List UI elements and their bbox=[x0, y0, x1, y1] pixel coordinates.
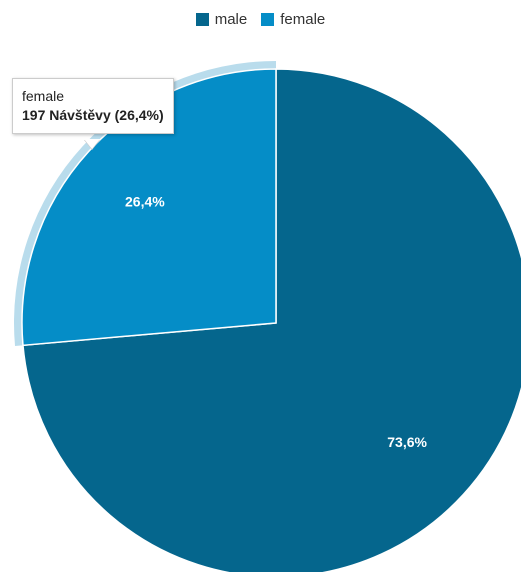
slice-label-female: 26,4% bbox=[125, 194, 165, 210]
legend-swatch-female bbox=[261, 13, 275, 26]
legend-label-male: male bbox=[214, 11, 248, 28]
tooltip-tail bbox=[84, 139, 100, 149]
legend-item-male[interactable]: male bbox=[195, 11, 248, 28]
pie-slice-male[interactable] bbox=[22, 68, 521, 572]
tooltip: female 197 Návštěvy (26,4%) bbox=[12, 78, 174, 134]
legend: male female bbox=[0, 11, 521, 28]
tooltip-series-name: female bbox=[22, 88, 65, 104]
legend-label-female: female bbox=[280, 11, 326, 28]
pie-slice-female[interactable] bbox=[21, 68, 277, 347]
tooltip-value: 197 Návštěvy (26,4%) bbox=[22, 107, 164, 123]
legend-item-female[interactable]: female bbox=[261, 11, 325, 28]
legend-swatch-male bbox=[195, 13, 209, 26]
slice-label-male: 73,6% bbox=[387, 434, 427, 450]
